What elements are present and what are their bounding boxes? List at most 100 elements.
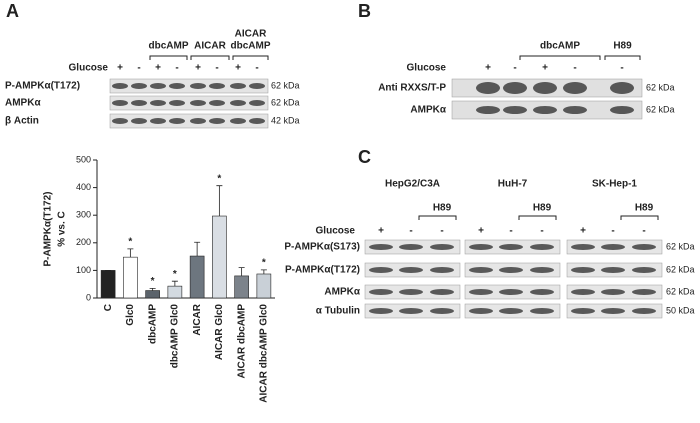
blot-band [601,244,625,250]
blot-band [230,83,246,89]
blot-band [150,118,166,124]
condition-sign: - [175,63,178,74]
blot-band [601,267,625,273]
blot-band [632,289,656,295]
blot-band [601,308,625,314]
blot-band [430,289,454,295]
blot-band [530,308,554,314]
treatment-label: AICAR [194,41,226,52]
condition-sign: - [137,63,140,74]
blot-band [530,267,554,273]
bar [145,290,160,299]
blot-band [249,118,265,124]
condition-sign: + [235,63,241,74]
error-bar [171,280,178,287]
blot-band [190,100,206,106]
blot-band [571,267,595,273]
blot-band [112,118,128,124]
condition-sign: - [509,226,512,237]
blot-band [131,83,147,89]
bar [100,270,116,299]
bracket [519,55,601,60]
significance-mark: * [128,237,132,248]
size-label: 62 kDa [271,97,300,107]
x-tick-label: dbcAMP Glc0 [170,304,181,369]
error-bar [127,248,134,258]
condition-sign: + [580,226,586,237]
row-label: AMPKα [5,98,41,109]
bar [189,255,205,299]
significance-mark: * [262,257,266,268]
blot-band [399,308,423,314]
blot-band [230,100,246,106]
x-tick-label: AICAR dbcAMP Glc0 [259,304,270,403]
panel-letter: B [358,1,371,21]
panel-letter: C [358,147,371,167]
y-tick-label: 500 [76,154,91,164]
blot-band [369,244,393,250]
condition-sign: + [485,63,491,74]
bracket [232,55,269,60]
bar [234,275,249,299]
blot-band [249,100,265,106]
y-axis-label: P-AMPKα(T172) [43,191,54,266]
treatment-label: AICAR [235,29,267,40]
blot-strip [109,78,269,94]
blot-band [112,100,128,106]
blot-band [530,289,554,295]
x-tick-label: Glc0 [125,304,136,326]
blot-band [632,308,656,314]
blot-band [399,244,423,250]
group-label: SK-Hep-1 [592,179,637,190]
treatment-label: H89 [533,203,552,214]
blot-band [476,82,500,94]
blot-band [601,289,625,295]
blot-band [150,83,166,89]
blot-band [571,289,595,295]
size-label: 62 kDa [666,241,695,251]
size-label: 62 kDa [646,104,675,114]
y-tick-label: 200 [76,237,91,247]
blot-band [399,289,423,295]
row-label: P-AMPKα(S173) [284,242,360,253]
bar [167,285,183,299]
row-label: β Actin [5,116,39,127]
bracket [518,215,557,220]
condition-label: Glucose [407,63,447,74]
group-label: HuH-7 [498,179,528,190]
condition-sign: - [215,63,218,74]
condition-sign: - [642,226,645,237]
blot-band [503,106,527,114]
blot-band [499,308,523,314]
significance-mark: * [151,276,155,287]
condition-sign: - [409,226,412,237]
blot-band [190,83,206,89]
condition-sign: + [195,63,201,74]
bar [256,273,272,299]
y-tick-label: 300 [76,210,91,220]
blot-band [610,82,634,94]
blot-band [563,106,587,114]
blot-band [610,106,634,114]
blot-band [230,118,246,124]
x-tick-label: AICAR [192,303,203,335]
blot-band [632,267,656,273]
row-label: P-AMPKα(T172) [5,81,80,92]
blot-band [169,100,185,106]
x-tick-label: AICAR dbcAMP [236,304,247,379]
y-tick-label: 100 [76,265,91,275]
condition-sign: - [573,63,576,74]
size-label: 42 kDa [271,115,300,125]
condition-sign: + [542,63,548,74]
blot-band [399,267,423,273]
row-label: α Tubulin [316,306,360,317]
blot-band [503,82,527,94]
error-bar [194,241,201,257]
condition-sign: - [540,226,543,237]
treatment-label: H89 [433,203,452,214]
x-tick-label: AICAR Glc0 [214,304,225,361]
treatment-label: dbcAMP [149,41,189,52]
condition-sign: - [513,63,516,74]
